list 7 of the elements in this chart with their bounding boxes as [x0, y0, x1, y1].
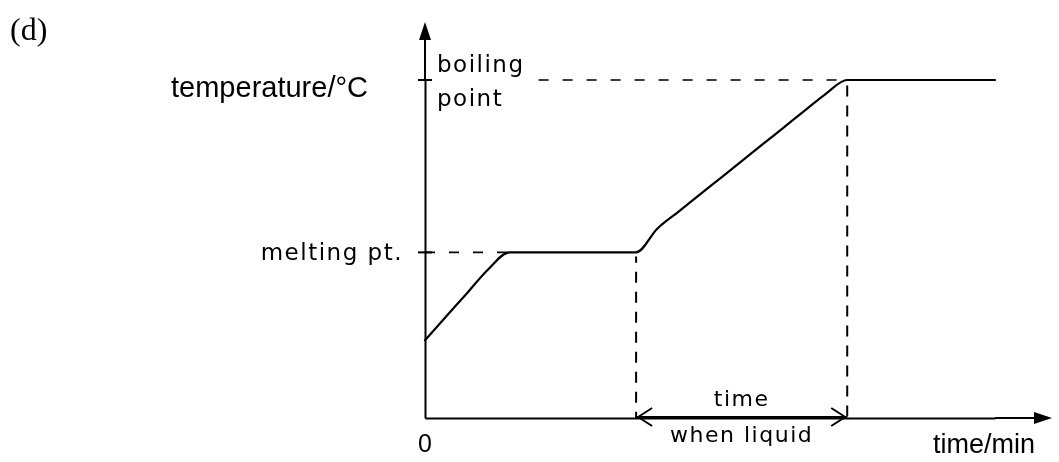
ref-line-label: boiling point: [437, 51, 525, 111]
y-axis-title: temperature/°C: [171, 71, 368, 103]
annotation: time when liquid: [670, 386, 814, 447]
text: 0: [418, 429, 432, 457]
ref-line-label: melting pt.: [260, 239, 403, 266]
x-axis-title: time/min: [932, 429, 1035, 459]
text: (d): [10, 11, 48, 47]
